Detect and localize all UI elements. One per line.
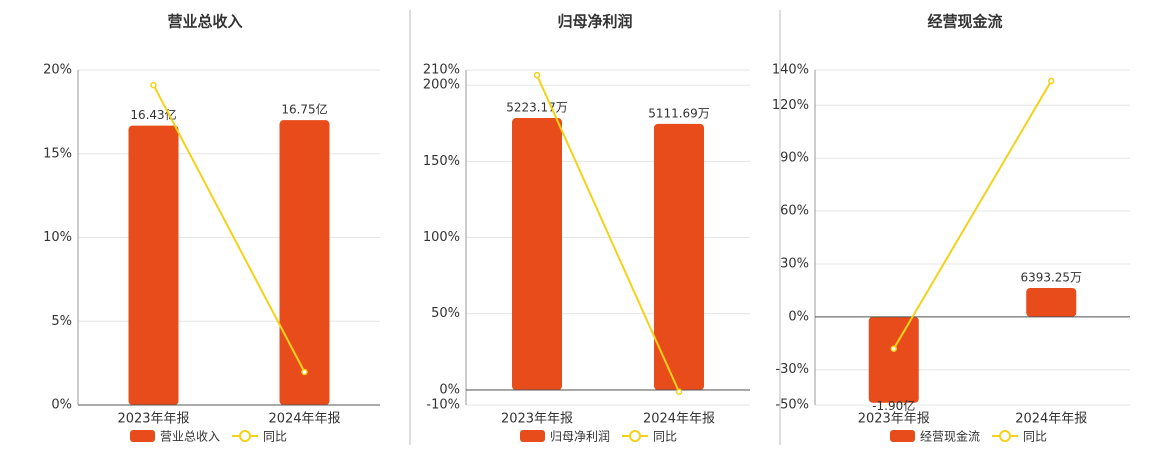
line xyxy=(152,84,306,373)
y-tick-label: 140% xyxy=(772,63,809,78)
x-tick-label: 2024年年报 xyxy=(268,412,340,427)
y-tick-label: 0% xyxy=(788,309,809,324)
legend-point xyxy=(629,430,642,442)
value-label: -1.90亿 xyxy=(872,398,915,413)
legend-label: 营业总收入 xyxy=(160,430,220,444)
legend-label: 同比 xyxy=(263,430,287,444)
point xyxy=(890,345,897,353)
point xyxy=(150,81,157,89)
x-tick-label: 2024年年报 xyxy=(1015,412,1087,427)
y-tick-label: 210% xyxy=(423,63,460,78)
x-tick-label: 2023年年报 xyxy=(858,412,930,427)
value-label: 5223.17万 xyxy=(506,101,568,115)
point xyxy=(533,71,541,79)
y-tick-label: 150% xyxy=(423,154,460,169)
line xyxy=(892,80,1053,350)
y-tick-label: 50% xyxy=(431,306,460,321)
line xyxy=(536,74,680,393)
legend-label: 归母净利润 xyxy=(550,430,610,444)
y-tick-label: 60% xyxy=(780,204,809,219)
legend-swatch xyxy=(890,430,915,442)
y-tick-label: -50% xyxy=(775,398,809,413)
y-tick-label: 0% xyxy=(439,382,460,397)
value-label: 5111.69万 xyxy=(648,106,710,120)
y-tick-label: 10% xyxy=(43,230,72,245)
legend-label: 同比 xyxy=(653,430,677,444)
y-tick-label: 30% xyxy=(780,256,809,271)
legend-point xyxy=(999,430,1012,442)
legend-label: 经营现金流 xyxy=(920,429,980,444)
y-tick-label: -10% xyxy=(426,398,460,413)
bar xyxy=(868,316,919,403)
bar xyxy=(654,123,704,391)
y-tick-label: 200% xyxy=(423,78,460,93)
point xyxy=(1048,77,1055,85)
chart-title: 归母净利润 xyxy=(557,13,632,31)
x-tick-label: 2024年年报 xyxy=(643,412,715,427)
bar xyxy=(512,118,562,391)
y-tick-label: 20% xyxy=(43,63,72,78)
value-label: 6393.25万 xyxy=(1020,270,1082,284)
chart-title: 经营现金流 xyxy=(927,13,1002,31)
y-tick-label: 15% xyxy=(43,146,72,161)
point xyxy=(301,368,308,376)
y-tick-label: 0% xyxy=(51,398,72,413)
legend-label: 同比 xyxy=(1023,430,1047,444)
x-tick-label: 2023年年报 xyxy=(117,412,189,427)
legend-point xyxy=(239,430,252,442)
y-tick-label: 100% xyxy=(423,230,460,245)
y-tick-label: 90% xyxy=(780,151,809,166)
y-tick-label: 120% xyxy=(772,98,809,113)
bar xyxy=(279,120,330,405)
legend-swatch xyxy=(130,430,155,442)
value-label: 16.43亿 xyxy=(130,107,176,122)
x-tick-label: 2023年年报 xyxy=(501,412,573,427)
chart-title: 营业总收入 xyxy=(167,13,242,31)
legend-swatch xyxy=(520,430,545,442)
y-tick-label: -30% xyxy=(775,362,809,377)
value-label: 16.75亿 xyxy=(281,102,327,117)
point xyxy=(675,388,683,396)
y-tick-label: 5% xyxy=(51,314,72,329)
bar xyxy=(128,125,179,405)
bar xyxy=(1026,287,1077,317)
